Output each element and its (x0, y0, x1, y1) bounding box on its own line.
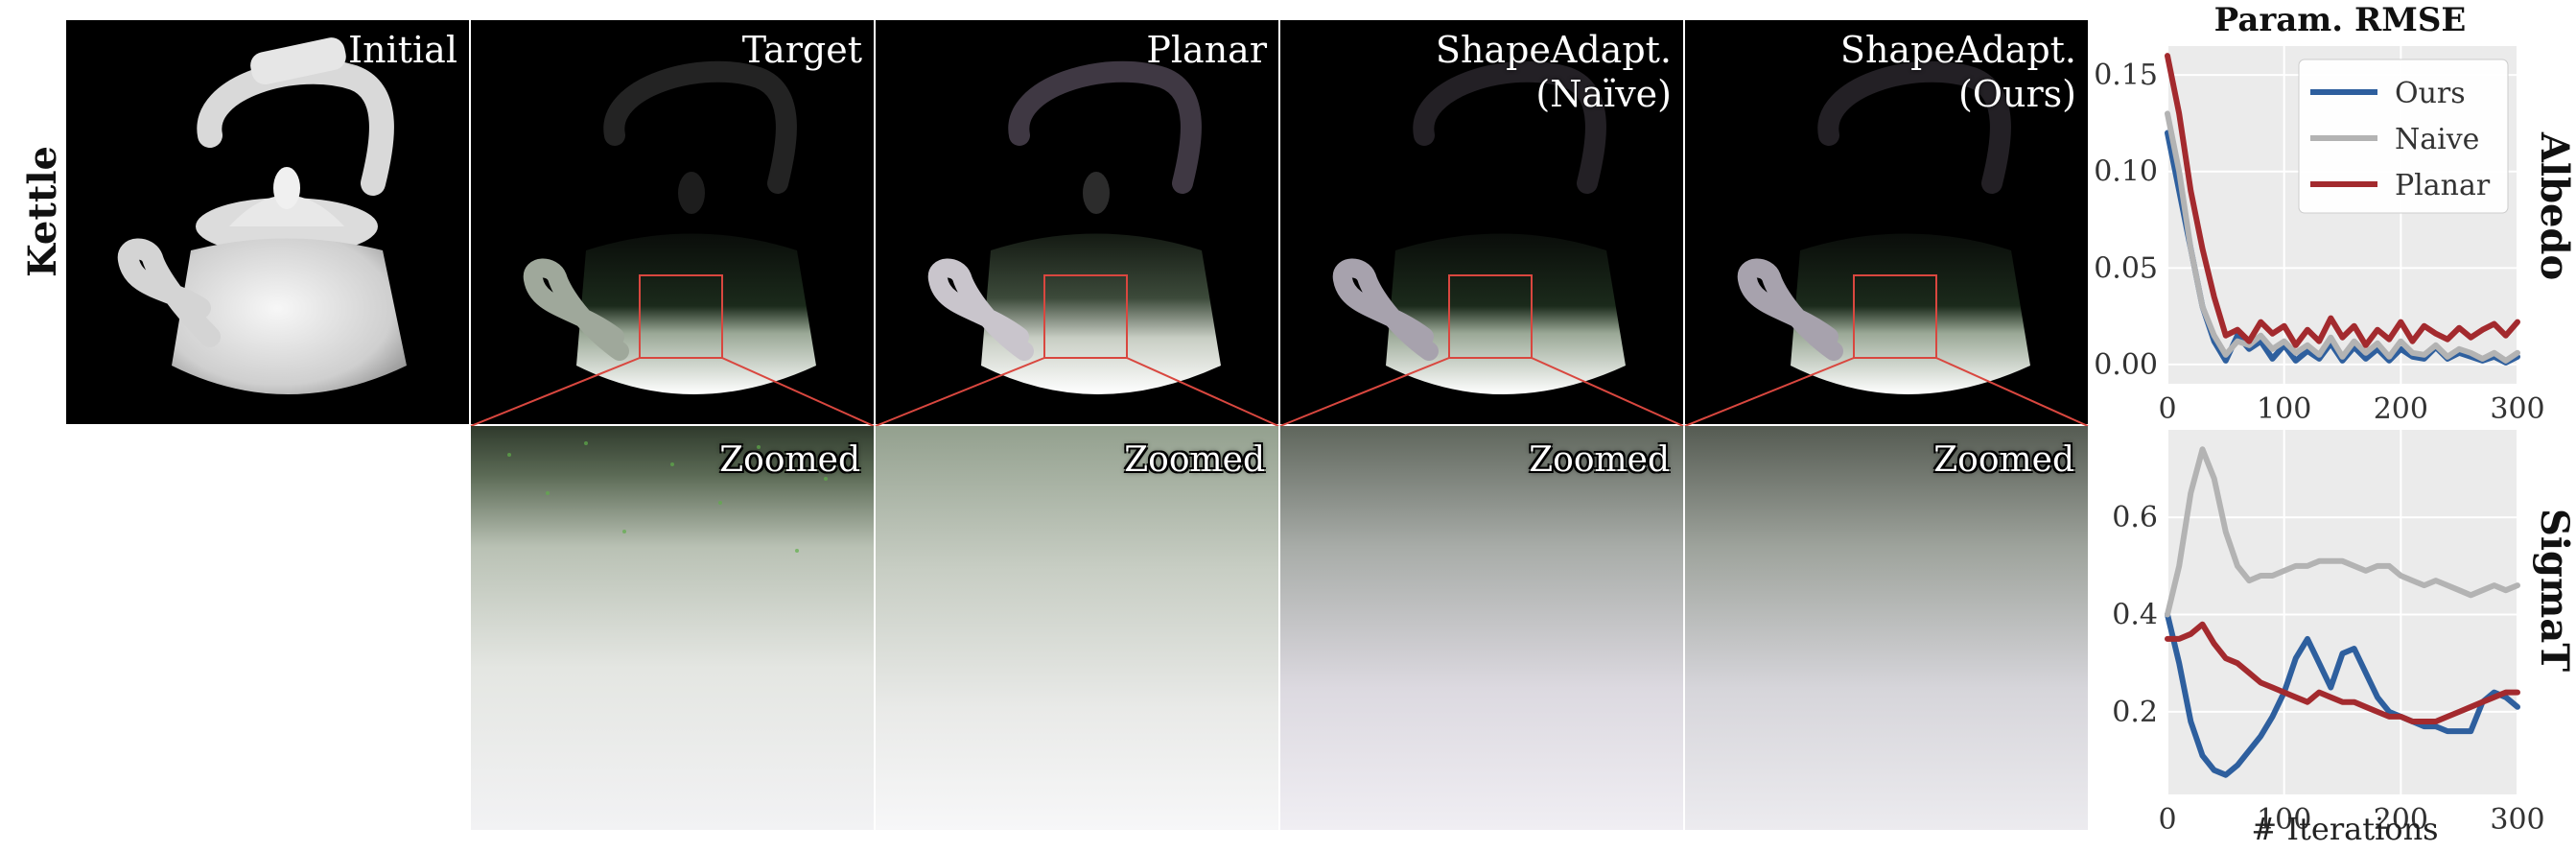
legend-entry-planar: Planar (2395, 169, 2491, 202)
series-line-naive (2165, 110, 2520, 364)
kettle-image-naive (1332, 60, 1626, 394)
zoom-panel-planar: Zoomed (876, 426, 1278, 830)
panel-target: Target (471, 20, 874, 424)
panel-naive: ShapeAdapt. (Naïve) (1280, 20, 1683, 424)
zoom-label: Zoomed (1529, 440, 1670, 480)
y-tick-label: 0.00 (2094, 348, 2158, 382)
y-tick-label: 0.10 (2094, 155, 2158, 189)
legend-entry-ours: Ours (2395, 77, 2466, 110)
kettle-image-initial (117, 37, 407, 394)
series-line-planar (2165, 53, 2520, 348)
panel-label: Target (741, 29, 862, 71)
zoom-label: Zoomed (1933, 440, 2074, 480)
zoom-panel-naive: Zoomed (1280, 426, 1683, 830)
crop-box (1043, 274, 1128, 359)
sigmat-row-label: SigmaT (2532, 509, 2576, 672)
zoom-label: Zoomed (1124, 440, 1265, 480)
chart-title: Param. RMSE (2214, 1, 2467, 39)
crop-box (1448, 274, 1533, 359)
x-tick-label: 300 (2490, 392, 2544, 426)
panel-label: Planar (1146, 29, 1267, 71)
x-tick-label: 100 (2257, 392, 2311, 426)
x-tick-label: 100 (2257, 803, 2311, 837)
panel-initial: Initial (66, 20, 469, 424)
panel-label: Initial (348, 29, 457, 71)
panel-planar: Planar (876, 20, 1278, 424)
kettle-image-planar (927, 60, 1221, 394)
x-tick-label: 0 (2158, 803, 2176, 837)
crop-box (1853, 274, 1937, 359)
x-tick-label: 300 (2490, 803, 2544, 837)
y-tick-label: 0.4 (2112, 599, 2158, 632)
series-line-planar (2165, 621, 2520, 724)
zoom-panel-ours: Zoomed (1685, 426, 2088, 830)
legend-entry-naive: Naive (2395, 123, 2479, 156)
zoom-panel-target: Zoomed (471, 426, 874, 830)
x-tick-label: 200 (2374, 392, 2428, 426)
x-tick-label: 200 (2374, 803, 2428, 837)
legend-box (2298, 59, 2509, 214)
panel-label: ShapeAdapt. (Ours) (1839, 29, 2076, 115)
panel-label: ShapeAdapt. (Naïve) (1435, 29, 1672, 115)
series-line-ours (2165, 130, 2520, 366)
y-tick-label: 0.2 (2112, 696, 2158, 729)
y-tick-label: 0.15 (2094, 59, 2158, 92)
series-line-naive (2165, 446, 2520, 618)
crop-box (639, 274, 723, 359)
y-tick-label: 0.6 (2112, 501, 2158, 534)
kettle-image-target (523, 60, 816, 394)
plot-area (2167, 430, 2517, 794)
x-tick-label: 0 (2158, 392, 2176, 426)
series-line-ours (2165, 611, 2520, 778)
albedo-chart: 0 100 200 300 0.00 0.05 0.10 0.15 Ours Naive Plana… (2094, 46, 2545, 426)
zoom-label: Zoomed (719, 440, 860, 480)
y-tick-label: 0.05 (2094, 251, 2158, 285)
kettle-image-ours (1737, 60, 2030, 394)
x-axis-label: # Iterations (2251, 811, 2438, 847)
albedo-row-label: Albedo (2532, 131, 2576, 280)
sigmat-chart: 0 100 200 300 0.2 0.4 0.6 (2112, 430, 2545, 837)
panel-ours: ShapeAdapt. (Ours) (1685, 20, 2088, 424)
